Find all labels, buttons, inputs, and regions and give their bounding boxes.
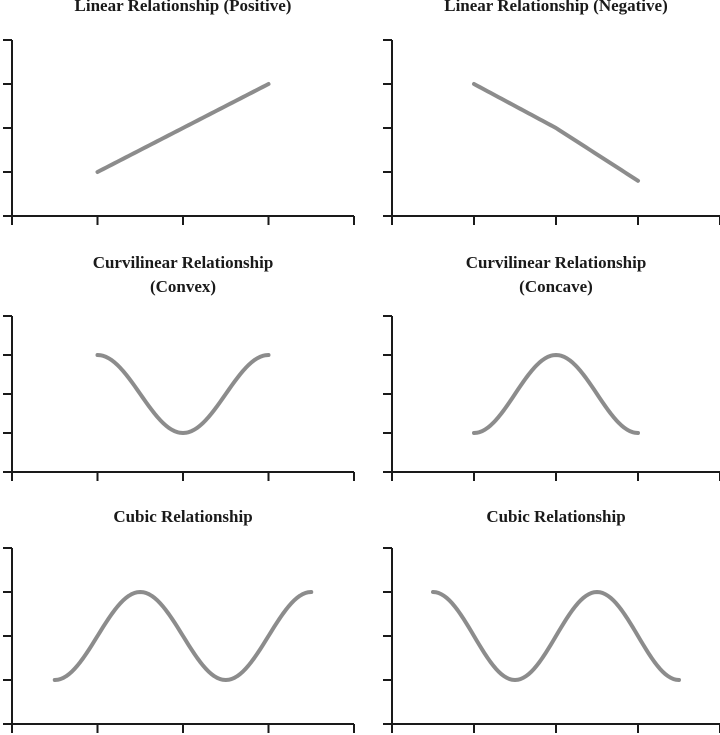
- chart-title-1: Linear Relationship (Positive): [0, 0, 434, 18]
- series-line: [431, 590, 681, 682]
- series-line: [472, 353, 640, 435]
- series-line: [95, 353, 271, 435]
- chart-title-3: Curvilinear Relationship (Convex): [0, 251, 434, 299]
- chart-title-6: Cubic Relationship: [312, 505, 720, 529]
- chart-title-line: Curvilinear Relationship: [465, 253, 647, 272]
- series-line: [52, 590, 314, 682]
- chart-title-5: Cubic Relationship: [0, 505, 434, 529]
- chart-title-2: Linear Relationship (Negative): [312, 0, 720, 18]
- chart-title-line: (Convex): [149, 277, 217, 296]
- chart-title-line: (Concave): [519, 277, 593, 296]
- series-line: [95, 82, 271, 174]
- series-line: [472, 82, 640, 183]
- chart-title-line: Linear Relationship (Positive): [74, 0, 292, 15]
- chart-title-line: Linear Relationship (Negative): [444, 0, 668, 15]
- chart-title-line: Cubic Relationship: [113, 507, 253, 526]
- chart-title-4: Curvilinear Relationship (Concave): [312, 251, 720, 299]
- chart-title-line: Cubic Relationship: [486, 507, 626, 526]
- chart-title-line: Curvilinear Relationship: [92, 253, 274, 272]
